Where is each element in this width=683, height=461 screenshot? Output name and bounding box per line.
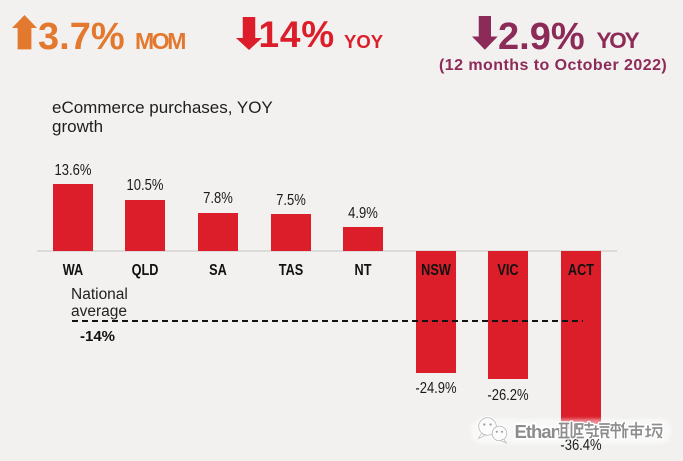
svg-text:Ethan: Ethan	[515, 421, 562, 442]
